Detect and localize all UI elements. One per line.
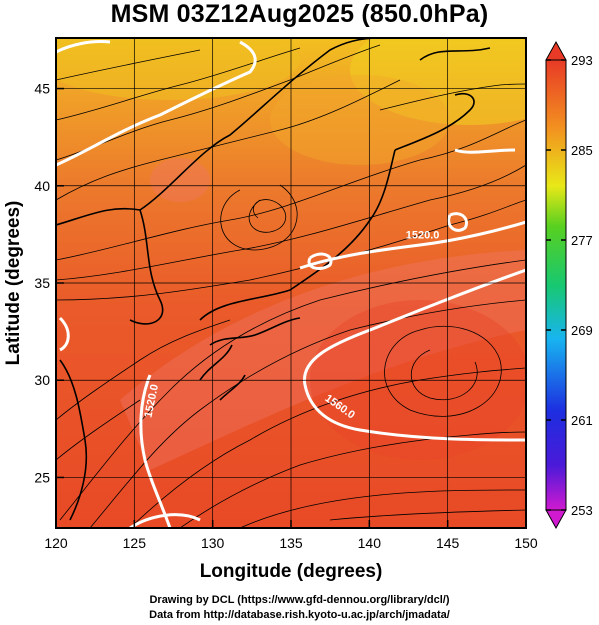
x-axis: 120 125 130 135 140 145 150 — [44, 520, 538, 551]
colorbar-tick-label: 293 — [571, 53, 593, 68]
x-tick-label: 140 — [358, 535, 382, 551]
contour-closed-east — [447, 212, 468, 232]
x-axis-title: Longitude (degrees) — [200, 561, 383, 582]
coastlines — [56, 38, 491, 521]
x-tick-label: 150 — [514, 535, 538, 551]
colorbar-ticks: 253 261 269 277 285 293 — [546, 53, 593, 518]
colorbar-tick-label: 269 — [571, 323, 593, 338]
colorbar-tick-label: 285 — [571, 143, 593, 158]
credit-drawing: Drawing by DCL (https://www.gfd-dennou.o… — [149, 594, 450, 606]
contour-label-1520: 1520.0 — [406, 229, 440, 241]
y-axis-title: Latitude (degrees) — [3, 201, 24, 366]
height-contours — [56, 40, 526, 528]
contour-north-2 — [56, 40, 111, 54]
y-tick-label: 25 — [34, 469, 50, 485]
colorbar-tick-label: 277 — [571, 233, 593, 248]
colorbar: 253 261 269 277 285 293 — [545, 40, 593, 530]
y-axis: 25 30 35 40 45 — [34, 81, 64, 485]
colorbar-tick-label: 253 — [571, 503, 593, 518]
colorbar-max-arrow — [545, 40, 567, 61]
x-tick-label: 125 — [123, 535, 147, 551]
x-tick-label: 120 — [44, 535, 68, 551]
chart-title: MSM 03Z12Aug2025 (850.0hPa) — [110, 0, 489, 28]
contour-1560 — [302, 268, 526, 442]
x-tick-label: 135 — [279, 535, 303, 551]
contour-1520-south — [139, 374, 172, 528]
colorbar-min-arrow — [545, 509, 567, 530]
x-tick-label: 130 — [201, 535, 225, 551]
contour-north-1 — [56, 40, 257, 167]
contour-south-small — [129, 513, 201, 528]
y-tick-label: 35 — [34, 275, 50, 291]
graticule — [56, 38, 526, 528]
y-tick-label: 45 — [34, 81, 50, 97]
colorbar-scale — [545, 59, 567, 511]
y-tick-label: 30 — [34, 372, 50, 388]
contour-west-small — [58, 316, 70, 352]
contour-closed-center — [307, 252, 333, 270]
y-tick-label: 40 — [34, 178, 50, 194]
x-tick-label: 145 — [436, 535, 460, 551]
contour-north-3 — [454, 148, 516, 154]
colorbar-tick-label: 261 — [571, 413, 593, 428]
credit-data-source: Data from http://database.rish.kyoto-u.a… — [149, 609, 450, 621]
contour-1520-north — [299, 220, 526, 270]
streamlines — [56, 44, 526, 528]
